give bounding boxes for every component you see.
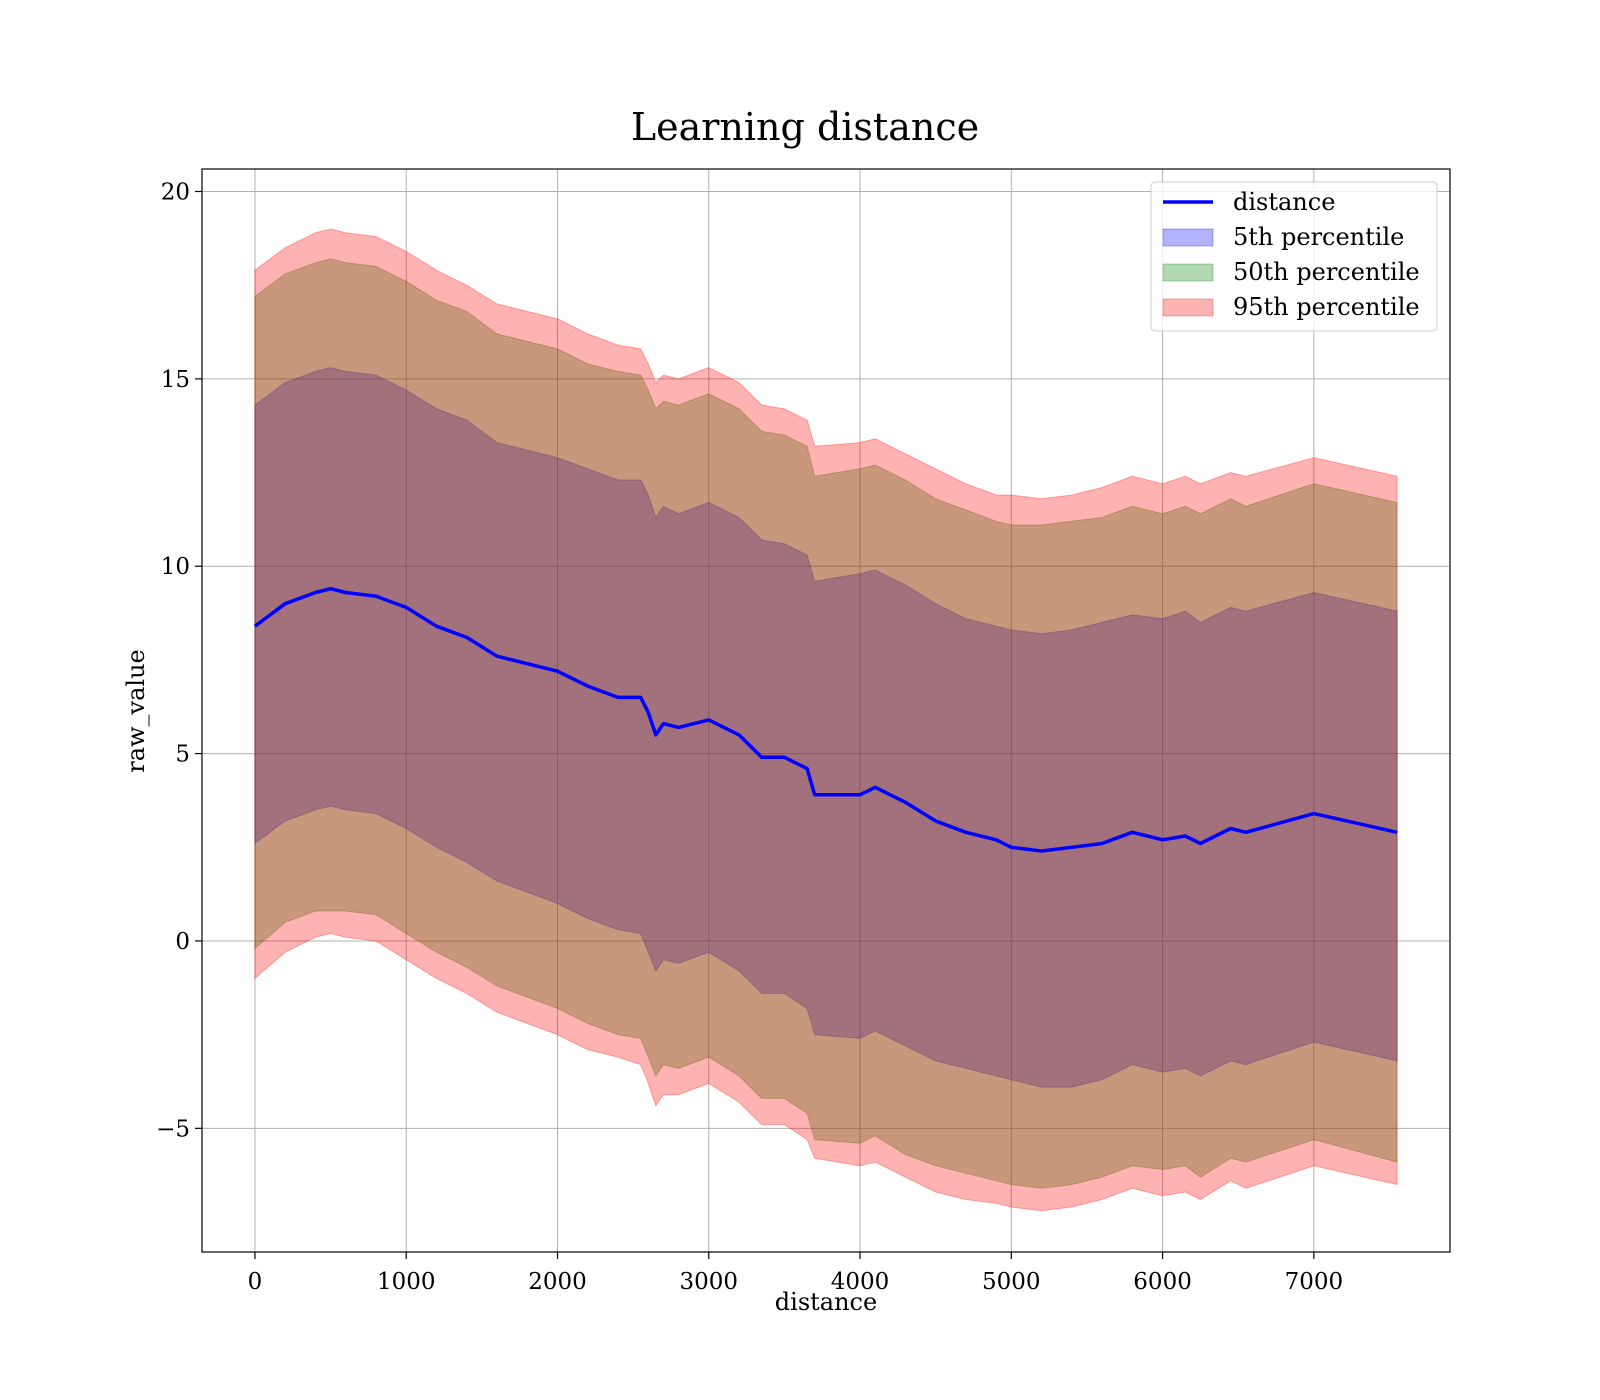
x-tick-label: 3000 [679, 1269, 738, 1295]
x-tick-label: 7000 [1285, 1269, 1344, 1295]
y-tick-label: 15 [161, 367, 190, 393]
y-axis-label: raw_value [122, 649, 150, 773]
legend-frame [1150, 181, 1438, 332]
legend: distance 5th percentile 50th percentile 95t… [1150, 181, 1438, 332]
x-tick-label: 5000 [982, 1269, 1041, 1295]
y-tick-label: 10 [161, 554, 190, 580]
y-tick-label: 5 [175, 742, 190, 768]
legend-swatch-band [1162, 228, 1214, 247]
band-5th-percentile [254, 367, 1398, 1088]
chart-title: Learning distance [631, 105, 979, 149]
x-tick-label: 0 [248, 1269, 263, 1295]
y-tick-label: −5 [156, 1116, 190, 1142]
axis-ticks: 0 1000 2000 3000 4000 5000 6000 7000 −5 0 5 10 15 20 [156, 179, 1343, 1295]
x-tick-label: 4000 [831, 1269, 890, 1295]
x-tick-label: 2000 [528, 1269, 587, 1295]
legend-label: 95th percentile [1233, 293, 1420, 321]
x-tick-label: 6000 [1133, 1269, 1192, 1295]
legend-label: distance [1233, 188, 1335, 216]
band-95th-percentile [254, 228, 1398, 1212]
x-tick-label: 1000 [377, 1269, 436, 1295]
y-tick-label: 0 [175, 929, 190, 955]
percentile-bands [254, 228, 1398, 1212]
y-tick-label: 20 [161, 179, 190, 205]
line-distance [253, 586, 1398, 853]
axes-frame [201, 168, 1451, 1253]
legend-label: 50th percentile [1233, 258, 1420, 286]
legend-swatch-band [1162, 298, 1214, 317]
x-axis-label: distance [775, 1288, 877, 1316]
legend-label: 5th percentile [1233, 223, 1404, 251]
legend-swatch-band [1162, 263, 1214, 282]
data-lines [253, 586, 1398, 853]
band-50th-percentile [254, 258, 1398, 1189]
